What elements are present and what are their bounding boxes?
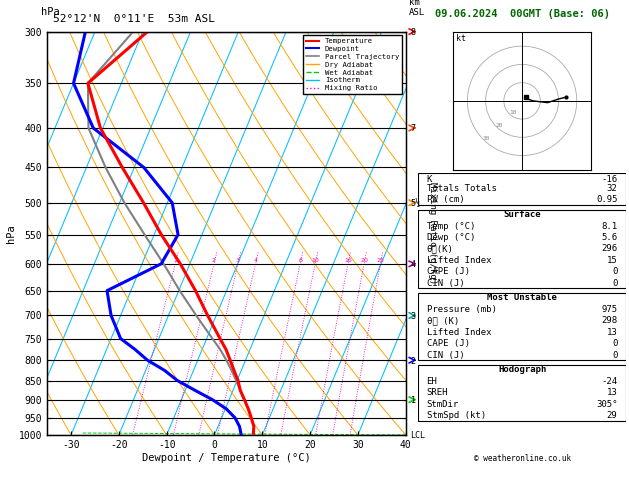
- Text: StmSpd (kt): StmSpd (kt): [426, 411, 486, 420]
- Text: Pressure (mb): Pressure (mb): [426, 305, 496, 314]
- Text: 296: 296: [601, 244, 618, 253]
- Bar: [418, 210, 626, 288]
- Text: CAPE (J): CAPE (J): [426, 267, 470, 276]
- Text: 13: 13: [607, 388, 618, 397]
- Text: Dewp (°C): Dewp (°C): [426, 233, 475, 242]
- Text: 29: 29: [607, 411, 618, 420]
- Text: EH: EH: [426, 377, 437, 386]
- Bar: [418, 294, 626, 360]
- Bar: [418, 173, 626, 205]
- Text: θᴄ (K): θᴄ (K): [426, 316, 459, 325]
- Text: 16: 16: [344, 258, 352, 262]
- Text: K: K: [426, 175, 432, 184]
- Text: Hodograph: Hodograph: [498, 365, 546, 374]
- Text: 30: 30: [482, 136, 490, 141]
- Text: 8: 8: [298, 258, 302, 262]
- Text: © weatheronline.co.uk: © weatheronline.co.uk: [474, 454, 571, 464]
- Text: SREH: SREH: [426, 388, 448, 397]
- Text: 2: 2: [212, 258, 216, 262]
- Text: 0: 0: [612, 267, 618, 276]
- Text: 25: 25: [377, 258, 384, 262]
- Text: kt: kt: [457, 34, 467, 43]
- Text: CIN (J): CIN (J): [426, 278, 464, 288]
- Text: Lifted Index: Lifted Index: [426, 256, 491, 265]
- Text: Most Unstable: Most Unstable: [487, 294, 557, 302]
- Text: 0: 0: [612, 350, 618, 360]
- Text: hPa: hPa: [41, 7, 60, 17]
- Text: 8.1: 8.1: [601, 222, 618, 230]
- Text: 09.06.2024  00GMT (Base: 06): 09.06.2024 00GMT (Base: 06): [435, 9, 610, 19]
- Text: 52°12'N  0°11'E  53m ASL: 52°12'N 0°11'E 53m ASL: [53, 14, 216, 24]
- Text: 4: 4: [253, 258, 257, 262]
- Text: 0: 0: [612, 339, 618, 348]
- Text: 10: 10: [311, 258, 319, 262]
- Bar: [418, 365, 626, 421]
- Text: CIN (J): CIN (J): [426, 350, 464, 360]
- Text: CAPE (J): CAPE (J): [426, 339, 470, 348]
- Text: Lifted Index: Lifted Index: [426, 328, 491, 337]
- Text: 975: 975: [601, 305, 618, 314]
- Text: km
ASL: km ASL: [409, 0, 425, 17]
- Text: θᴄ(K): θᴄ(K): [426, 244, 454, 253]
- Text: Totals Totals: Totals Totals: [426, 184, 496, 193]
- Legend: Temperature, Dewpoint, Parcel Trajectory, Dry Adiabat, Wet Adiabat, Isotherm, Mi: Temperature, Dewpoint, Parcel Trajectory…: [303, 35, 402, 94]
- Text: 305°: 305°: [596, 399, 618, 409]
- Text: 5.6: 5.6: [601, 233, 618, 242]
- X-axis label: Dewpoint / Temperature (°C): Dewpoint / Temperature (°C): [142, 452, 311, 463]
- Text: 10: 10: [509, 110, 516, 115]
- Text: 298: 298: [601, 316, 618, 325]
- Text: PW (cm): PW (cm): [426, 195, 464, 204]
- Text: 1: 1: [174, 258, 177, 262]
- Text: 3: 3: [236, 258, 240, 262]
- Text: -16: -16: [601, 175, 618, 184]
- Y-axis label: Mixing Ratio (g/kg): Mixing Ratio (g/kg): [428, 182, 437, 284]
- Text: 32: 32: [607, 184, 618, 193]
- Text: Surface: Surface: [503, 210, 541, 219]
- Text: 20: 20: [496, 123, 503, 128]
- Text: 20: 20: [360, 258, 368, 262]
- Text: StmDir: StmDir: [426, 399, 459, 409]
- Text: 13: 13: [607, 328, 618, 337]
- Text: Temp (°C): Temp (°C): [426, 222, 475, 230]
- Y-axis label: hPa: hPa: [6, 224, 16, 243]
- Text: 15: 15: [607, 256, 618, 265]
- Text: 0: 0: [612, 278, 618, 288]
- Text: -24: -24: [601, 377, 618, 386]
- Text: 0.95: 0.95: [596, 195, 618, 204]
